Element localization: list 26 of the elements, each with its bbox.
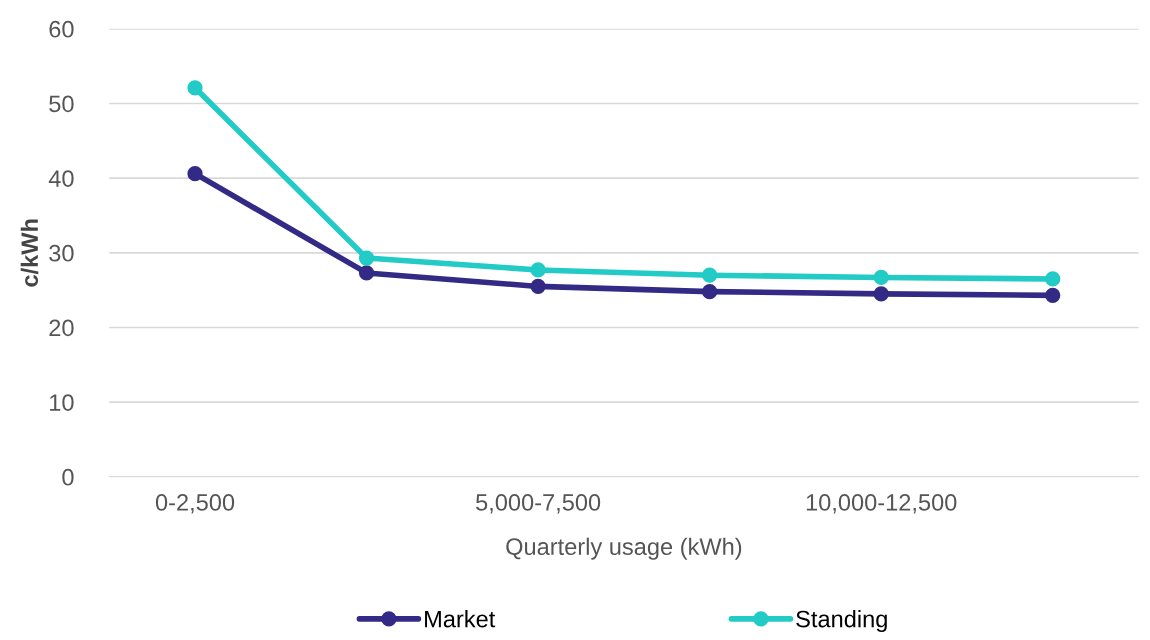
y-tick-label: 60 <box>49 20 74 38</box>
y-tick-label: 40 <box>48 170 74 187</box>
y-tick-label: 30 <box>49 244 74 262</box>
y-tick-label: 50 <box>49 95 74 113</box>
y-tick-label: 10 <box>50 394 74 411</box>
point <box>530 278 546 295</box>
x-tick-label: 10,000-12,500 <box>806 494 957 514</box>
point <box>187 80 203 96</box>
point <box>1045 271 1061 287</box>
legend-label: Market <box>425 610 496 628</box>
x-tick-label: 0-2,500 <box>155 494 235 514</box>
y-tick-label: 0 <box>62 468 74 486</box>
point <box>530 262 546 278</box>
x-tick-label: 5,000-7,500 <box>476 494 601 514</box>
point <box>358 250 375 266</box>
x-axis-title: Quarterly usage (kWh) <box>506 537 742 560</box>
point <box>1045 287 1061 303</box>
point <box>873 269 889 286</box>
legend-label: Standing <box>796 610 887 633</box>
point <box>358 265 375 281</box>
y-axis-title: c/kWh <box>20 219 39 287</box>
point <box>873 286 889 302</box>
y-tick-label: 20 <box>49 319 74 337</box>
point <box>702 267 718 283</box>
point <box>702 283 718 300</box>
point <box>187 166 203 182</box>
